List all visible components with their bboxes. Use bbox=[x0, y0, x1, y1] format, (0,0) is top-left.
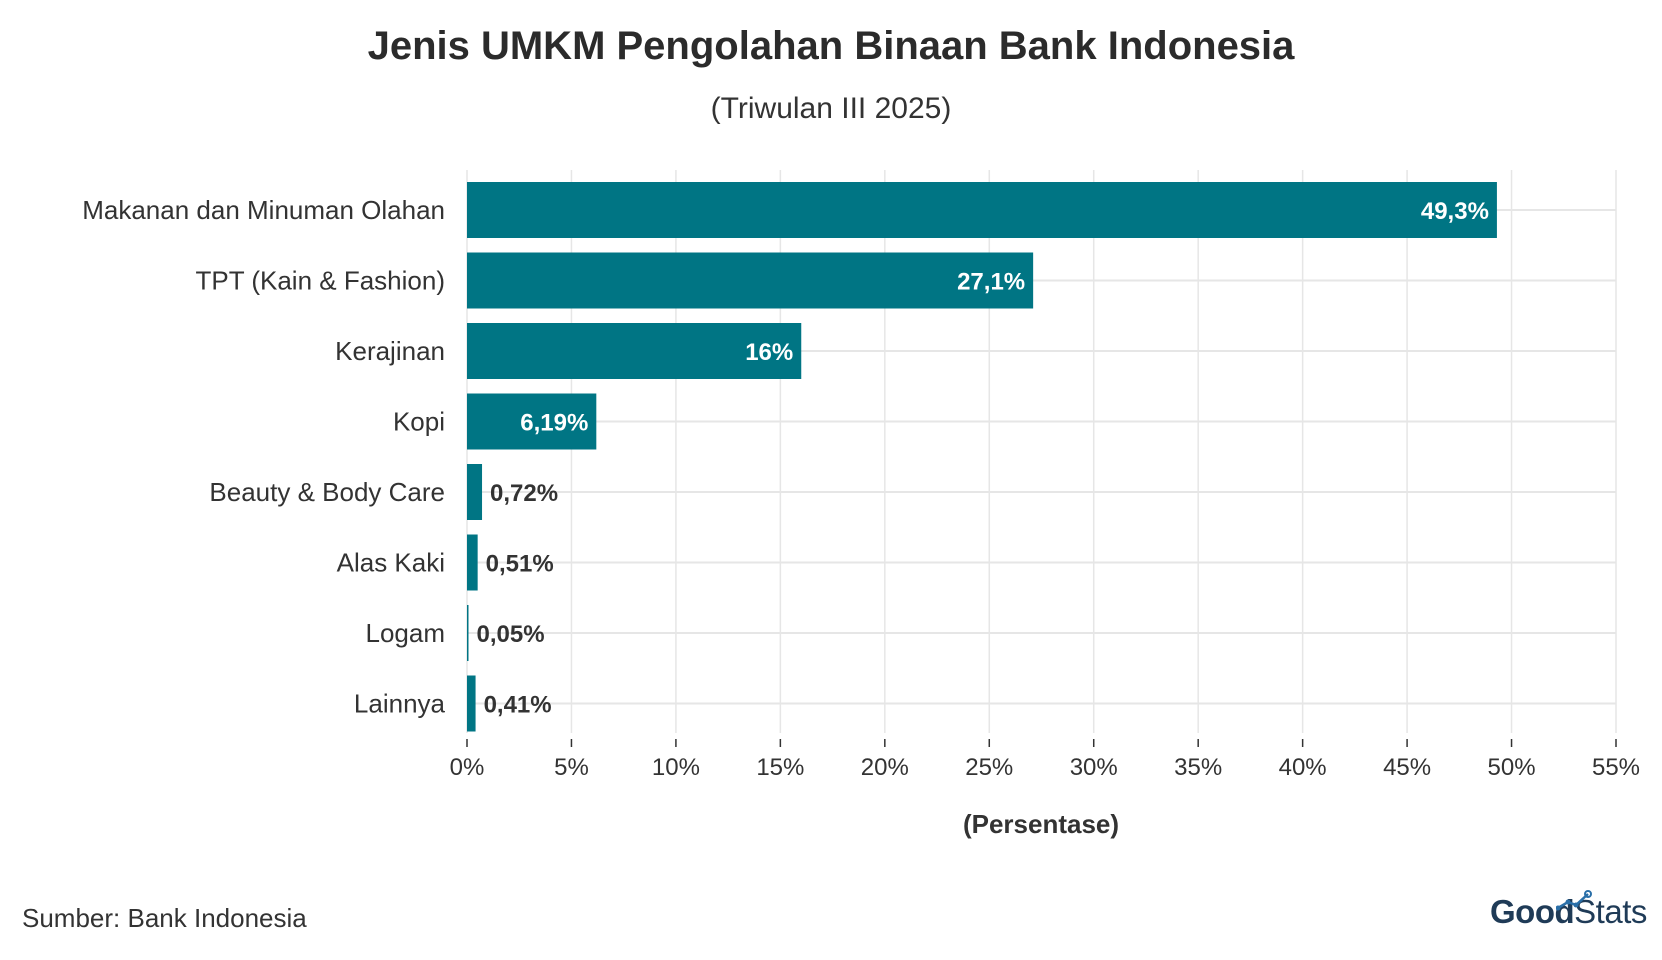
data-label: 49,3% bbox=[1421, 198, 1489, 225]
goodstats-logo: GoodStats bbox=[1490, 893, 1647, 931]
data-label: 27,1% bbox=[957, 269, 1025, 296]
x-tick-label: 40% bbox=[1279, 754, 1327, 781]
category-labels: Makanan dan Minuman Olahan TPT (Kain & Fa… bbox=[82, 195, 445, 719]
bar bbox=[467, 605, 469, 661]
category-label: Beauty & Body Care bbox=[209, 477, 445, 507]
x-tick-label: 35% bbox=[1174, 754, 1222, 781]
chart-subtitle: (Triwulan III 2025) bbox=[710, 92, 952, 125]
data-label: 0,41% bbox=[484, 692, 552, 719]
logo-text-good: Good bbox=[1490, 893, 1575, 930]
data-label: 6,19% bbox=[520, 410, 588, 437]
bar bbox=[467, 534, 478, 591]
x-axis-ticks: 0% 5% 10% 15% 20% 25% 30% 35% 40% 45% 50% 55% bbox=[450, 739, 1640, 781]
bar bbox=[467, 323, 802, 379]
bars-layer: 49,3% 27,1% 16% 6,19% 0,72% 0,51% 0,05% 0,41% bbox=[467, 182, 1497, 732]
x-tick-label: 5% bbox=[554, 754, 589, 781]
bar bbox=[467, 393, 597, 450]
data-label: 0,05% bbox=[477, 621, 545, 648]
bar bbox=[467, 675, 476, 732]
data-label: 0,51% bbox=[486, 551, 554, 578]
data-label: 0,72% bbox=[490, 480, 558, 507]
x-tick-label: 55% bbox=[1592, 754, 1640, 781]
x-axis-title: (Persentase) bbox=[963, 809, 1119, 839]
x-tick-label: 45% bbox=[1383, 754, 1431, 781]
data-label: 16% bbox=[745, 339, 793, 366]
bar bbox=[467, 464, 483, 520]
chart-title: Jenis UMKM Pengolahan Binaan Bank Indone… bbox=[367, 24, 1295, 68]
source-note: Sumber: Bank Indonesia bbox=[22, 903, 307, 933]
category-label: Alas Kaki bbox=[337, 548, 445, 578]
x-tick-label: 25% bbox=[965, 754, 1013, 781]
category-label: Kopi bbox=[393, 407, 445, 437]
category-label: Logam bbox=[366, 618, 446, 648]
x-tick-label: 30% bbox=[1070, 754, 1118, 781]
logo-chart-icon bbox=[1556, 890, 1592, 911]
category-label: Kerajinan bbox=[335, 336, 445, 366]
logo-text-stats: Stats bbox=[1574, 893, 1647, 930]
grid-layer bbox=[466, 170, 1617, 733]
x-tick-label: 20% bbox=[861, 754, 909, 781]
bar bbox=[467, 252, 1034, 309]
x-tick-label: 15% bbox=[756, 754, 804, 781]
category-label: TPT (Kain & Fashion) bbox=[195, 266, 445, 296]
category-label: Makanan dan Minuman Olahan bbox=[82, 195, 445, 225]
category-label: Lainnya bbox=[354, 689, 446, 719]
x-tick-label: 50% bbox=[1488, 754, 1536, 781]
bar bbox=[467, 182, 1497, 238]
x-tick-label: 10% bbox=[652, 754, 700, 781]
x-tick-label: 0% bbox=[450, 754, 485, 781]
